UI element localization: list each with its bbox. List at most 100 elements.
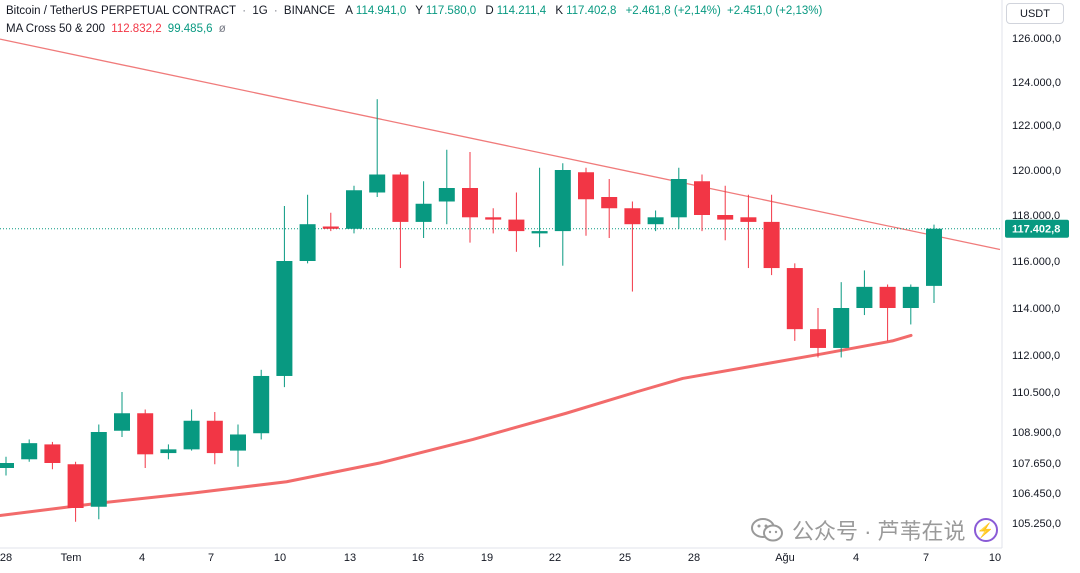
candle-body[interactable] <box>438 188 455 202</box>
candle-body[interactable] <box>902 286 919 308</box>
candle-body[interactable] <box>230 434 246 451</box>
x-tick-label: 4 <box>139 552 145 564</box>
candle-body[interactable] <box>67 464 84 508</box>
candle-body[interactable] <box>114 413 130 431</box>
x-tick-label: 28 <box>0 552 12 564</box>
candle-body[interactable] <box>926 228 942 286</box>
candle-body[interactable] <box>578 172 594 200</box>
x-tick-label: 10 <box>989 552 1001 564</box>
indicator-name[interactable]: MA Cross 50 & 200 <box>6 23 106 35</box>
ma-slow-value: 99.485,6 <box>167 23 213 35</box>
y-tick-label: 124.000,0 <box>1012 77 1061 89</box>
y-tick-label: 118.000,0 <box>1012 210 1060 222</box>
x-tick-label: 28 <box>688 552 700 564</box>
x-tick-label: 25 <box>619 552 631 564</box>
x-tick-label: 16 <box>412 552 424 564</box>
y-tick-label: 107.650,0 <box>1012 458 1061 470</box>
open-label: A <box>345 5 353 17</box>
indicator-legend[interactable]: MA Cross 50 & 200 112.832,2 99.485,6 ø <box>6 22 229 36</box>
candle-body[interactable] <box>601 197 618 209</box>
candle-body[interactable] <box>369 174 386 193</box>
x-tick-label: 7 <box>208 552 214 564</box>
candle-body[interactable] <box>183 420 200 450</box>
x-tick-label: Tem <box>61 552 82 564</box>
candle-body[interactable] <box>276 261 293 376</box>
candle-body[interactable] <box>299 224 316 261</box>
x-tick-label: 4 <box>853 552 859 564</box>
candle-body[interactable] <box>160 449 177 454</box>
lightning-icon: ⚡ <box>973 518 998 542</box>
candle-body[interactable] <box>531 231 548 234</box>
candle-body[interactable] <box>740 217 757 222</box>
watermark-text: 公众号 · 芦苇在说 <box>792 519 966 544</box>
last-price-tag <box>1005 219 1069 238</box>
x-tick-label: 7 <box>923 552 929 564</box>
ohlc-close: K 117.402,8 <box>555 5 619 17</box>
candle-body[interactable] <box>346 190 362 229</box>
ma-fast-value: 112.832,2 <box>111 23 162 35</box>
y-tick-label: 120.000,0 <box>1012 165 1061 177</box>
candle-body[interactable] <box>647 217 664 225</box>
y-tick-label: 116.000,0 <box>1012 256 1060 268</box>
candle-body[interactable] <box>786 268 803 330</box>
candle-body[interactable] <box>763 221 780 269</box>
last-price-label: 117.402,8 <box>1012 224 1060 236</box>
candle-body[interactable] <box>879 286 896 308</box>
candle-body[interactable] <box>90 432 107 507</box>
ohlc-high: Y 117.580,0 <box>415 5 479 17</box>
y-tick-label: 122.000,0 <box>1012 120 1061 132</box>
close-value: 117.402,8 <box>566 5 617 17</box>
wechat-icon <box>751 518 783 542</box>
x-tick-label: Ağu <box>775 552 795 564</box>
candle-body[interactable] <box>392 174 409 222</box>
candle-body[interactable] <box>694 181 710 215</box>
y-tick-label: 106.450,0 <box>1012 488 1061 500</box>
candle-body[interactable] <box>206 420 223 454</box>
x-tick-label: 10 <box>274 552 286 564</box>
candle-body[interactable] <box>833 308 850 348</box>
x-tick-label: 19 <box>481 552 493 564</box>
open-value: 114.941,0 <box>355 5 407 17</box>
y-tick-label: 126.000,0 <box>1012 33 1061 45</box>
trendline <box>0 38 1001 251</box>
candle-body[interactable] <box>415 203 432 222</box>
ohlc-open: A 114.941,0 <box>345 5 409 17</box>
chart-header: Bitcoin / TetherUS PERPETUAL CONTRACT · … <box>6 4 825 18</box>
symbol-title[interactable]: Bitcoin / TetherUS PERPETUAL CONTRACT <box>6 5 237 17</box>
candle-body[interactable] <box>44 444 61 463</box>
close-label: K <box>555 5 564 17</box>
candle-body[interactable] <box>137 413 154 455</box>
candle-body[interactable] <box>554 170 571 232</box>
y-tick-label: 105.250,0 <box>1012 518 1061 530</box>
candle-body[interactable] <box>670 179 687 218</box>
candle-body[interactable] <box>253 375 270 434</box>
candle-body[interactable] <box>624 208 641 225</box>
x-tick-label: 22 <box>549 552 561 564</box>
y-tick-label: 108.900,0 <box>1012 427 1061 439</box>
candle-body[interactable] <box>0 463 14 468</box>
y-tick-label: 110.500,0 <box>1012 387 1060 399</box>
ohlc-low: D 114.211,4 <box>485 5 549 17</box>
high-label: Y <box>415 5 423 17</box>
low-value: 114.211,4 <box>496 5 547 17</box>
candle-body[interactable] <box>508 219 525 232</box>
candle-body[interactable] <box>322 226 339 229</box>
separator-2: · <box>273 5 278 17</box>
candle-body[interactable] <box>856 286 873 308</box>
interval[interactable]: 1G <box>252 5 268 17</box>
currency-button[interactable]: USDT <box>1006 3 1064 24</box>
exchange: BINANCE <box>283 5 336 17</box>
separator-1: · <box>242 5 247 17</box>
watermark: 公众号 · 芦苇在说 ⚡ <box>750 510 998 550</box>
low-label: D <box>485 5 494 17</box>
candle-body[interactable] <box>485 217 502 220</box>
candle-body[interactable] <box>810 329 826 348</box>
indicator-extra: ø <box>218 23 226 35</box>
candle-body[interactable] <box>717 215 734 220</box>
y-tick-label: 112.000,0 <box>1012 350 1060 362</box>
candle-body[interactable] <box>21 443 38 460</box>
change-value-2: +2.451,0 (+2,13%) <box>727 5 823 17</box>
ma-line <box>0 333 913 517</box>
candle-body[interactable] <box>462 188 478 218</box>
